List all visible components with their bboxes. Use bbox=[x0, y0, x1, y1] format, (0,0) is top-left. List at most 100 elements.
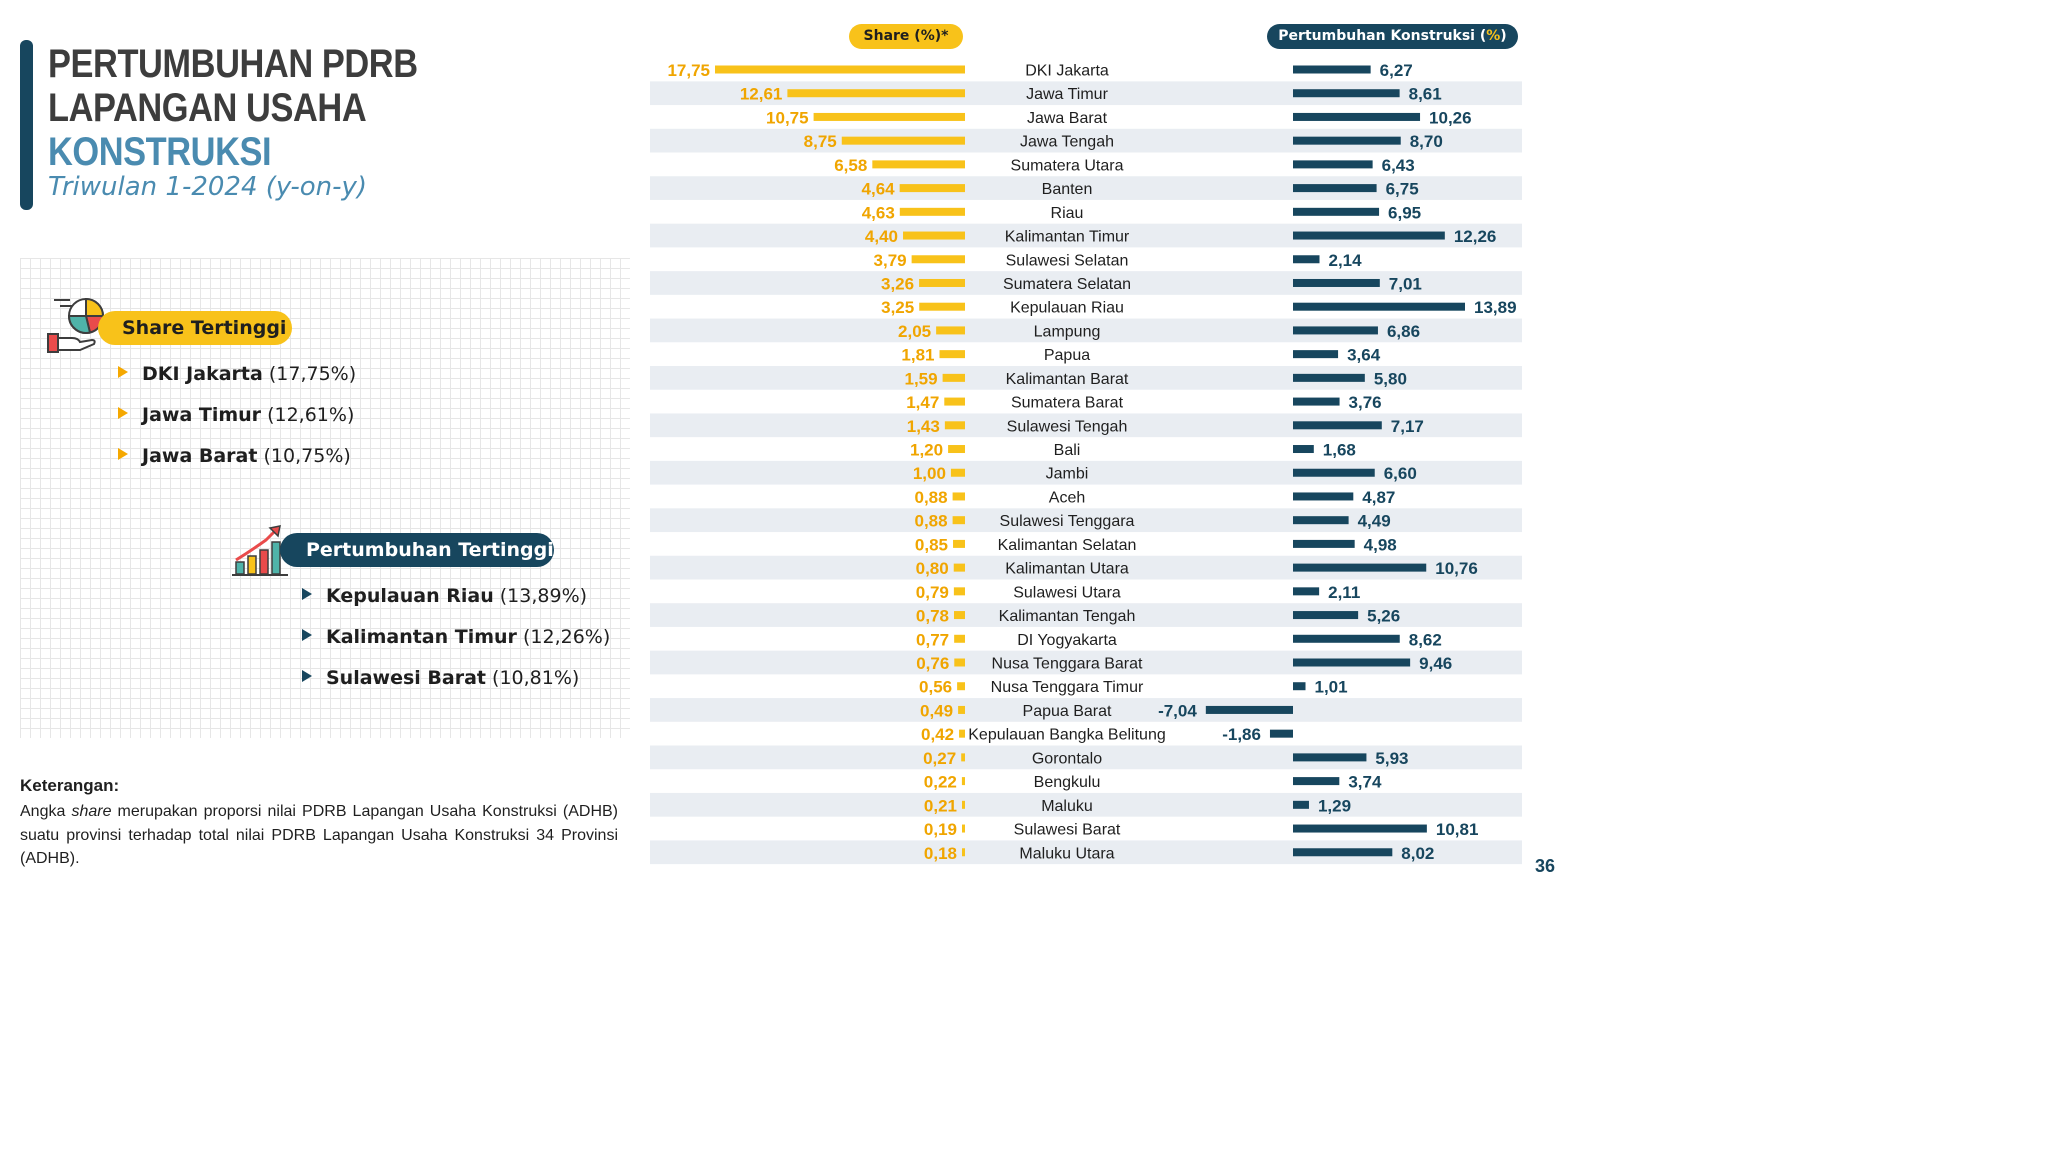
share-highlight-list: DKI Jakarta (17,75%) Jawa Timur (12,61%)… bbox=[118, 361, 356, 484]
growth-value-label: 6,75 bbox=[1386, 180, 1419, 199]
chart-area: 17,75 DKI Jakarta 6,27 12,61 Jawa Timur 8,61 1… bbox=[650, 61, 1522, 865]
share-bar bbox=[962, 848, 965, 857]
share-bar bbox=[961, 777, 965, 786]
share-value-label: 0,77 bbox=[916, 630, 949, 649]
growth-bar bbox=[1293, 848, 1393, 857]
row-stripe bbox=[650, 460, 1522, 485]
growth-value-label: 5,26 bbox=[1367, 607, 1400, 626]
province-label: Sumatera Barat bbox=[1011, 395, 1124, 412]
growth-bar bbox=[1293, 824, 1427, 833]
growth-value-label: 8,61 bbox=[1409, 85, 1442, 104]
growth-value-label: 3,74 bbox=[1348, 773, 1382, 792]
share-value-label: 0,21 bbox=[924, 796, 957, 815]
growth-value-label: 7,01 bbox=[1389, 274, 1422, 293]
share-value-label: 0,76 bbox=[916, 654, 949, 673]
growth-bar bbox=[1293, 421, 1382, 430]
growth-header-pill: Pertumbuhan Konstruksi (%) bbox=[1267, 24, 1518, 49]
row-stripe bbox=[650, 128, 1522, 153]
growth-bar bbox=[1293, 65, 1371, 74]
province-label: Sulawesi Tenggara bbox=[1000, 513, 1135, 530]
share-bar bbox=[919, 278, 965, 287]
share-value-label: 0,88 bbox=[915, 488, 948, 507]
growth-bar bbox=[1293, 445, 1314, 454]
list-item: Jawa Timur (12,61%) bbox=[118, 402, 356, 443]
growth-value-label: 8,02 bbox=[1401, 844, 1434, 863]
share-bar bbox=[962, 824, 965, 833]
row-stripe bbox=[650, 413, 1522, 438]
share-value-label: 8,75 bbox=[804, 132, 837, 151]
share-bar bbox=[952, 516, 965, 525]
bullet-triangle-icon bbox=[302, 629, 312, 641]
row-stripe bbox=[650, 650, 1522, 675]
row-stripe bbox=[650, 176, 1522, 200]
growth-bar bbox=[1293, 492, 1354, 501]
bullet-triangle-icon bbox=[118, 448, 128, 460]
share-bar bbox=[948, 445, 965, 454]
growth-bar bbox=[1293, 397, 1340, 406]
province-label: Jawa Timur bbox=[1026, 86, 1108, 103]
growth-value-label: 6,43 bbox=[1382, 156, 1415, 175]
province-label: Nusa Tenggara Timur bbox=[991, 679, 1144, 696]
share-bar bbox=[962, 800, 965, 809]
growth-value-label: 8,70 bbox=[1410, 132, 1443, 151]
province-label: Bali bbox=[1054, 442, 1081, 459]
share-value-label: 1,81 bbox=[901, 346, 934, 365]
row-stripe bbox=[650, 745, 1522, 770]
bullet-triangle-icon bbox=[118, 407, 128, 419]
share-bar bbox=[939, 350, 965, 359]
share-value-label: 12,61 bbox=[740, 85, 783, 104]
growth-bar bbox=[1293, 634, 1400, 643]
growth-value-label: 4,87 bbox=[1362, 488, 1395, 507]
row-stripe bbox=[650, 603, 1522, 627]
share-bar bbox=[872, 160, 965, 169]
growth-bar bbox=[1293, 611, 1359, 620]
share-highlight-pill: Share Tertinggi bbox=[98, 311, 292, 345]
share-value-label: 3,25 bbox=[881, 298, 914, 317]
share-bar bbox=[961, 753, 965, 762]
share-value-label: 1,43 bbox=[907, 417, 940, 436]
share-bar bbox=[942, 373, 965, 382]
growth-value-label: 2,14 bbox=[1328, 251, 1362, 270]
province-label: Sulawesi Utara bbox=[1013, 584, 1121, 601]
share-value-label: 1,00 bbox=[913, 464, 946, 483]
list-item: Sulawesi Barat (10,81%) bbox=[302, 665, 610, 706]
growth-highlight-list: Kepulauan Riau (13,89%) Kalimantan Timur… bbox=[302, 583, 610, 706]
growth-value-label: 13,89 bbox=[1474, 298, 1517, 317]
growth-bar bbox=[1293, 753, 1367, 762]
share-bar bbox=[919, 302, 965, 311]
share-value-label: 2,05 bbox=[898, 322, 931, 341]
share-value-label: 1,20 bbox=[910, 441, 943, 460]
growth-bar bbox=[1293, 539, 1355, 548]
share-value-label: 4,40 bbox=[865, 227, 898, 246]
share-bar bbox=[715, 65, 965, 74]
bullet-triangle-icon bbox=[118, 366, 128, 378]
page-title-line-2: LAPANGAN USAHA bbox=[48, 86, 367, 130]
share-value-label: 3,26 bbox=[881, 274, 914, 293]
share-value-label: 0,56 bbox=[919, 678, 952, 697]
share-bar bbox=[911, 255, 965, 264]
share-bar bbox=[813, 112, 965, 121]
growth-bar bbox=[1293, 207, 1380, 216]
growth-value-label: 2,11 bbox=[1328, 583, 1360, 602]
share-value-label: 0,80 bbox=[916, 559, 949, 578]
growth-value-label: 6,95 bbox=[1388, 203, 1421, 222]
growth-bar bbox=[1293, 326, 1378, 335]
province-label: Nusa Tenggara Barat bbox=[992, 656, 1143, 673]
share-value-label: 0,78 bbox=[916, 607, 949, 626]
growth-value-label: 1,29 bbox=[1318, 796, 1351, 815]
bullet-triangle-icon bbox=[302, 588, 312, 600]
province-label: DI Yogyakarta bbox=[1017, 632, 1117, 649]
growth-value-label: 10,81 bbox=[1436, 820, 1479, 839]
growth-chart-icon bbox=[230, 520, 290, 578]
province-label: Banten bbox=[1042, 181, 1093, 198]
growth-bar bbox=[1293, 468, 1375, 477]
note-text: Angka share merupakan proporsi nilai PDR… bbox=[20, 803, 618, 867]
growth-value-label: 5,93 bbox=[1375, 749, 1408, 768]
growth-bar bbox=[1205, 705, 1293, 714]
province-label: Kalimantan Barat bbox=[1006, 371, 1129, 388]
growth-bar bbox=[1293, 255, 1320, 264]
page-title-line-3: KONSTRUKSI bbox=[48, 130, 272, 174]
growth-value-label: 12,26 bbox=[1454, 227, 1497, 246]
growth-value-label: 6,27 bbox=[1380, 61, 1413, 80]
share-bar bbox=[959, 729, 965, 738]
